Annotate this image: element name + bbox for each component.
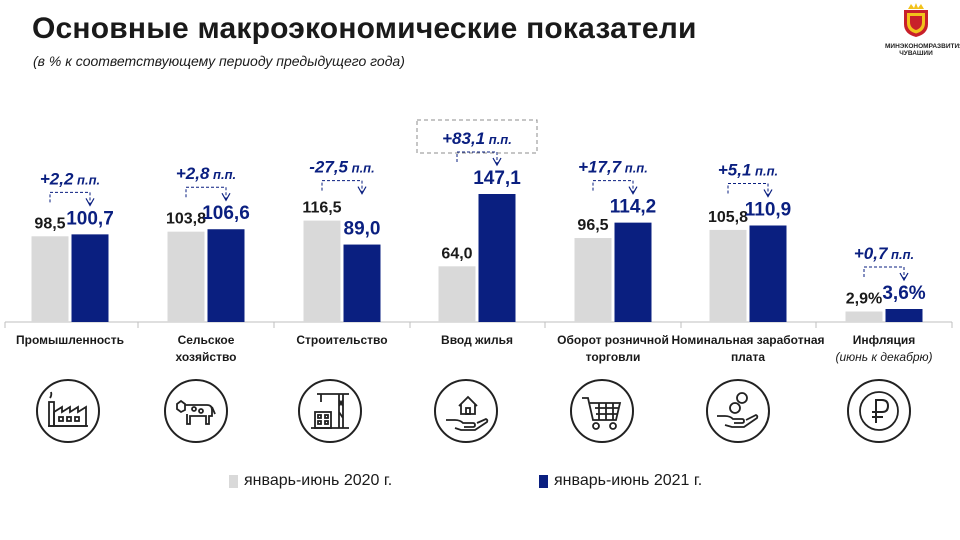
- change-label-0: +2,2 п.п.: [40, 169, 100, 188]
- value-label-2020-6: 2,9%: [846, 291, 882, 308]
- bar-2020-2: [303, 220, 341, 322]
- logo-line-1: МИНЭКОНОМРАЗВИТИЯ: [885, 43, 960, 50]
- value-label-2020-2: 116,5: [302, 200, 341, 217]
- value-label-2021-5: 110,9: [745, 199, 792, 220]
- category-label-3: Ввод жилья: [441, 333, 513, 347]
- bar-2021-4: [614, 222, 652, 322]
- logo-line-2: ЧУВАШИИ: [899, 50, 933, 57]
- highlight-box-3: [416, 119, 538, 154]
- change-label-5: +5,1 п.п.: [718, 160, 778, 179]
- cow-icon: [163, 378, 229, 444]
- category-label-6: Инфляция: [853, 333, 915, 347]
- legend-label-2020: январь-июнь 2020 г.: [244, 472, 393, 489]
- change-arrow-1: [221, 192, 231, 202]
- change-arrow-2: [357, 186, 367, 195]
- change-connector-0: [49, 191, 91, 205]
- bar-2020-3: [438, 266, 476, 322]
- bar-2021-6: [885, 309, 923, 322]
- bar-2021-3: [478, 194, 516, 322]
- change-connector-2: [321, 180, 363, 193]
- legend-label-2021: январь-июнь 2021 г.: [554, 472, 703, 489]
- category-label-1: Сельское хозяйство: [176, 333, 237, 364]
- change-label-3: +83,1 п.п.: [442, 129, 512, 148]
- legend-swatch-2021: [539, 474, 548, 488]
- value-label-2020-0: 98,5: [34, 215, 65, 232]
- bar-2020-6: [845, 311, 883, 322]
- value-label-2021-2: 89,0: [344, 219, 381, 240]
- coat-of-arms-icon: [904, 3, 928, 37]
- category-note-6: (июнь к декабрю): [835, 350, 932, 364]
- value-label-2020-5: 105,8: [708, 209, 748, 226]
- bar-2020-0: [31, 236, 69, 322]
- bar-2021-0: [71, 234, 109, 322]
- change-connector-5: [727, 183, 769, 196]
- legend-swatch-2020: [229, 474, 238, 488]
- change-arrow-3: [492, 157, 502, 167]
- legend-item-2021: январь-июнь 2021 г.: [539, 472, 702, 490]
- category-label-0: Промышленность: [16, 333, 124, 347]
- change-connector-1: [185, 186, 227, 200]
- value-label-2020-4: 96,5: [577, 217, 608, 234]
- bar-2021-1: [207, 229, 245, 322]
- bar-2021-5: [749, 225, 787, 322]
- value-label-2021-0: 100,7: [66, 208, 114, 229]
- bar-2020-1: [167, 231, 205, 322]
- ministry-logo: МИНЭКОНОМРАЗВИТИЯ ЧУВАШИИ: [885, 2, 960, 57]
- house-on-hand-icon: [433, 378, 499, 444]
- change-arrow-5: [763, 189, 773, 198]
- change-arrow-6: [899, 272, 909, 282]
- category-label-2: Строительство: [296, 333, 387, 347]
- bar-2020-4: [574, 238, 612, 322]
- change-connector-6: [863, 266, 905, 279]
- change-label-4: +17,7 п.п.: [578, 158, 648, 177]
- change-label-2: -27,5 п.п.: [309, 158, 374, 177]
- value-label-2021-1: 106,6: [202, 203, 250, 224]
- change-label-1: +2,8 п.п.: [176, 164, 236, 183]
- bar-2020-5: [709, 229, 747, 322]
- bar-2021-2: [343, 244, 381, 322]
- legend-item-2020: январь-июнь 2020 г.: [229, 472, 392, 490]
- value-label-2021-3: 147,1: [473, 168, 521, 189]
- factory-icon: [35, 378, 101, 444]
- shopping-cart-icon: [569, 378, 635, 444]
- value-label-2021-6: 3,6%: [882, 283, 925, 304]
- change-arrow-0: [85, 198, 95, 207]
- ruble-circle-icon: [846, 378, 912, 444]
- change-connector-4: [592, 180, 634, 193]
- value-label-2020-3: 64,0: [441, 245, 472, 262]
- change-connector-3: [456, 151, 498, 164]
- category-label-5: Номинальная заработная плата: [672, 333, 825, 364]
- value-label-2020-1: 103,8: [166, 211, 206, 228]
- construction-crane-icon: [297, 378, 363, 444]
- page-title: Основные макроэкономические показатели: [32, 12, 697, 45]
- change-label-6: +0,7 п.п.: [854, 244, 914, 263]
- change-arrow-4: [628, 186, 638, 195]
- page-subtitle: (в % к соответствующему периоду предыдущ…: [33, 53, 405, 69]
- money-hand-icon: [705, 378, 771, 444]
- value-label-2021-4: 114,2: [610, 197, 657, 218]
- category-label-4: Оборот розничной торговли: [557, 333, 669, 364]
